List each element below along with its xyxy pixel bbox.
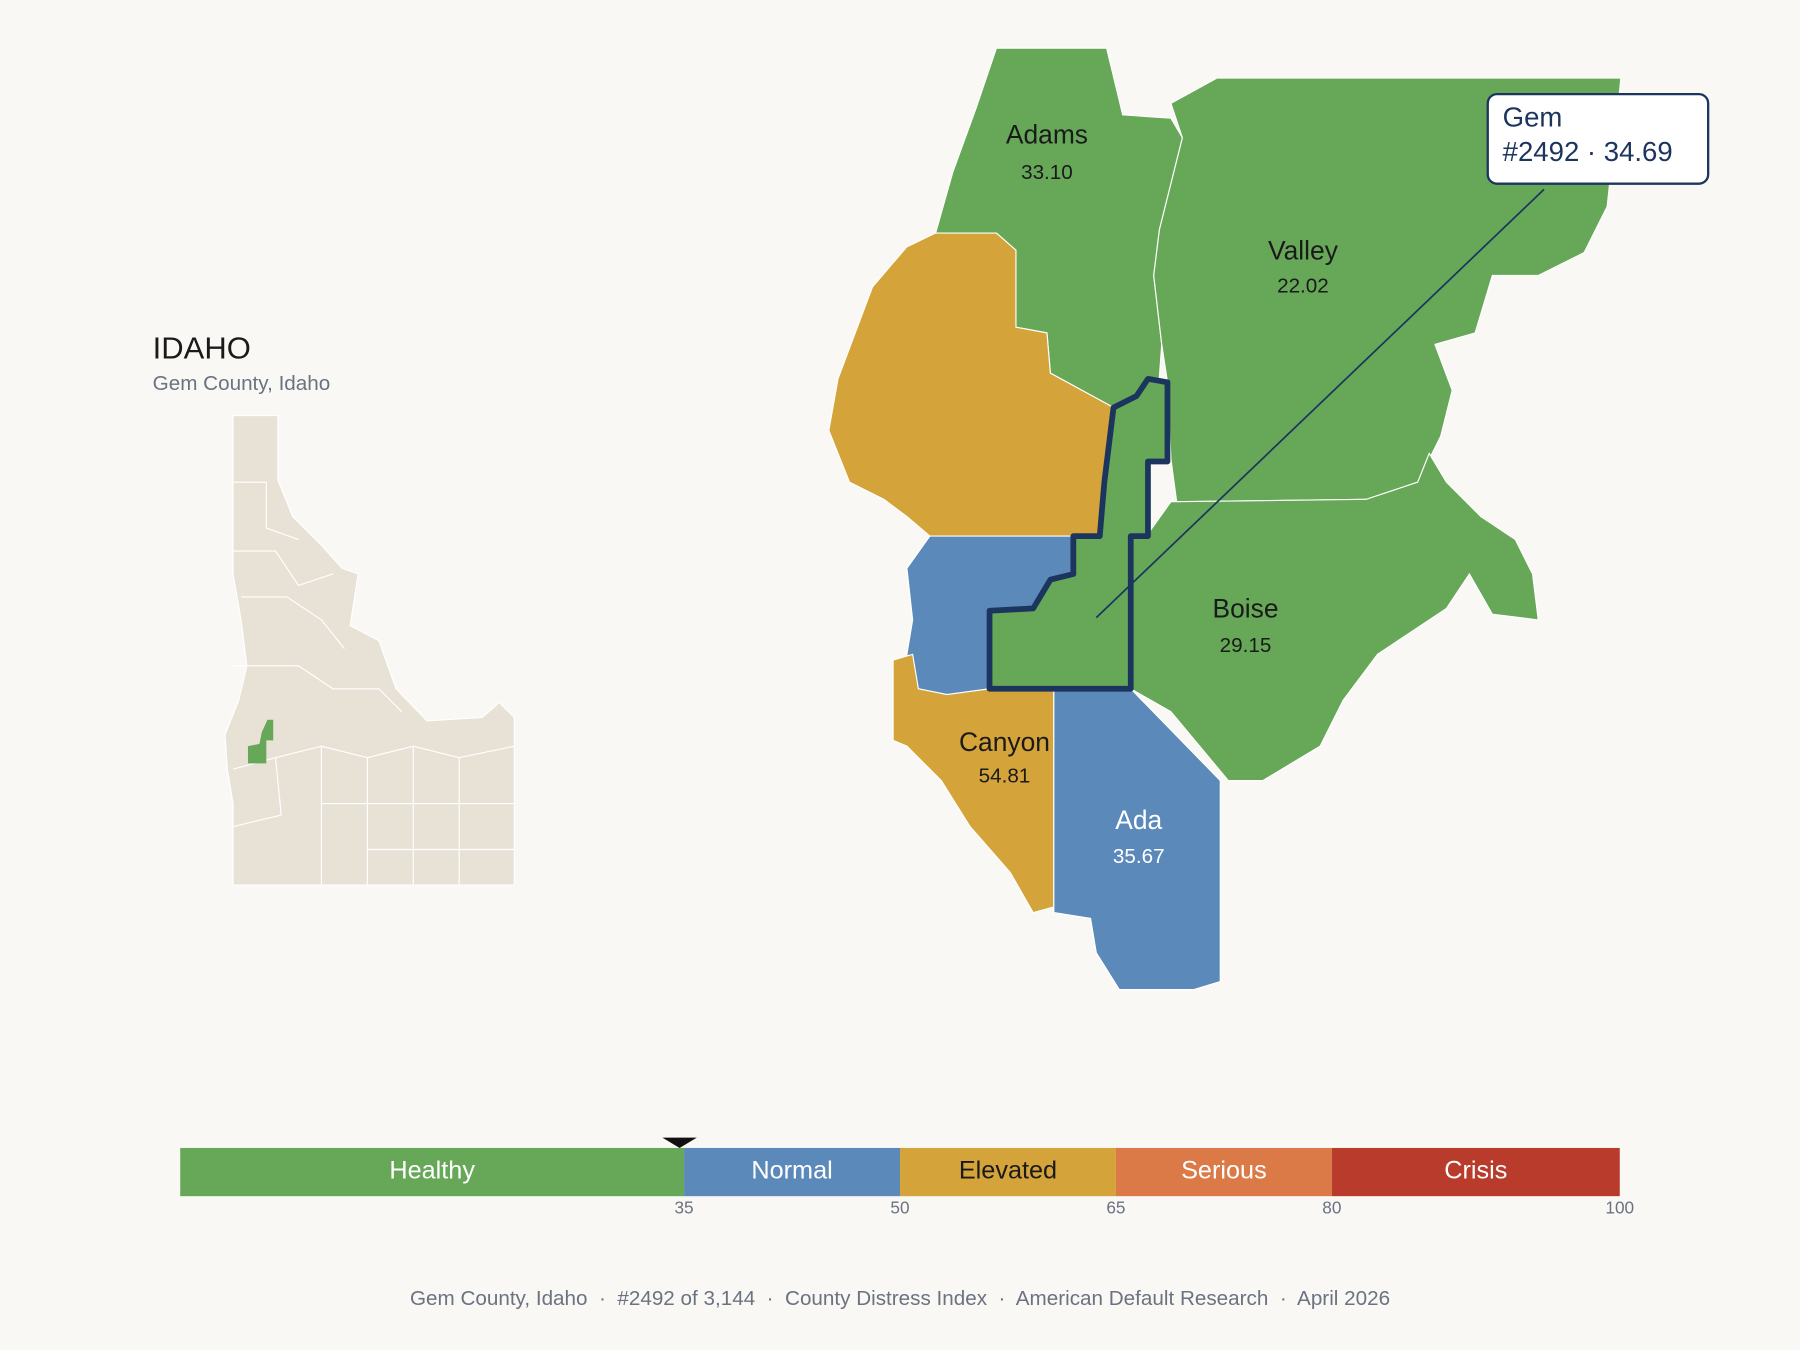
distress-scale: Healthy 35 Normal 50 Elevated 65 Serious 80 Cris…	[180, 1137, 1634, 1217]
state-shape	[224, 414, 515, 886]
gem-locator	[247, 719, 274, 764]
scale-segment	[684, 1147, 900, 1197]
scale-tick-label: 50	[890, 1197, 909, 1217]
state-locator	[224, 414, 515, 886]
county-name: Ada	[1115, 805, 1162, 835]
county-map	[828, 47, 1622, 991]
scale-segment	[1331, 1147, 1620, 1197]
scale-segment	[900, 1147, 1116, 1197]
scale-tick-label: 35	[674, 1197, 693, 1217]
scale-label: Crisis	[1444, 1157, 1507, 1185]
scale-label: Normal	[751, 1157, 832, 1185]
scale-tick-label: 80	[1322, 1197, 1341, 1217]
county-name: Valley	[1268, 236, 1339, 266]
tooltip-leader	[1095, 188, 1545, 619]
footer: Gem County, Idaho · #2492 of 3,144 · Cou…	[410, 1287, 1390, 1310]
scale-label: Healthy	[389, 1157, 475, 1185]
county-name: Adams	[1006, 120, 1088, 150]
scale-label: Elevated	[959, 1157, 1057, 1185]
county-score: 35.67	[1113, 845, 1165, 868]
scale-tick-label: 100	[1605, 1197, 1634, 1217]
county-canyon	[892, 653, 1055, 914]
county-score: 22.02	[1277, 274, 1329, 297]
scale-label: Serious	[1181, 1157, 1267, 1185]
state-subtitle: Gem County, Idaho	[153, 372, 331, 395]
county-name: Boise	[1213, 594, 1279, 624]
scale-segment	[180, 1147, 685, 1197]
county-score: 29.15	[1220, 634, 1272, 657]
tooltip-detail: #2492 · 34.69	[1503, 136, 1673, 167]
county-score: 33.10	[1021, 161, 1073, 184]
state-title: IDAHO	[153, 330, 251, 365]
state-county-lines	[232, 481, 515, 886]
scale-marker	[662, 1137, 697, 1148]
county-ada	[1053, 688, 1221, 991]
county-gem[interactable]	[986, 375, 1171, 692]
scale-tick-label: 65	[1106, 1197, 1125, 1217]
county-boise	[1130, 452, 1539, 782]
tooltip-box	[1486, 92, 1710, 185]
tooltip-name: Gem	[1503, 102, 1563, 133]
county-name: Canyon	[959, 727, 1050, 757]
scale-segment	[1115, 1147, 1332, 1197]
county-score: 54.81	[979, 765, 1031, 788]
